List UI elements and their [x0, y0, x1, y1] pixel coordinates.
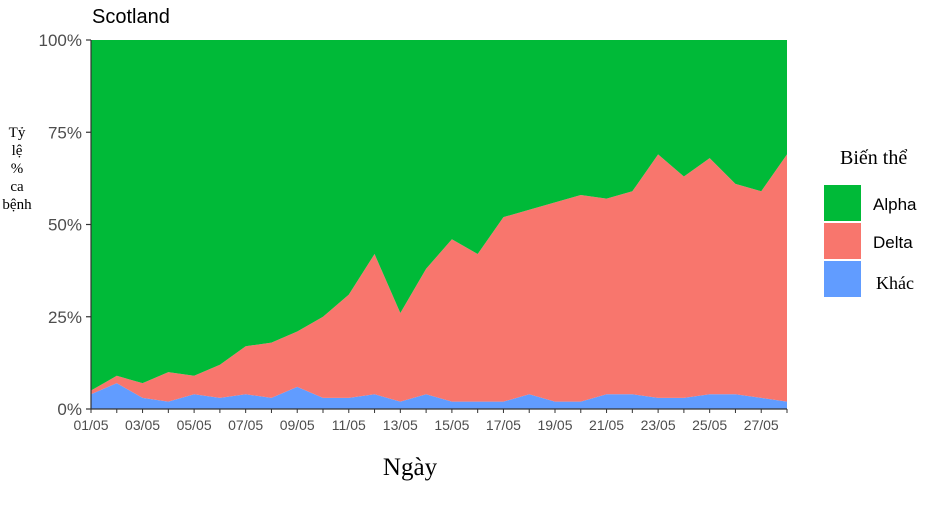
- x-tick-label: 27/05: [744, 417, 779, 433]
- y-tick-label: 75%: [48, 123, 82, 142]
- x-tick-label: 05/05: [177, 417, 212, 433]
- y-axis-label-line: Tỷ: [9, 125, 26, 141]
- x-tick-label: 09/05: [280, 417, 315, 433]
- legend-swatch-alpha: [824, 185, 861, 221]
- x-tick-label: 21/05: [589, 417, 624, 433]
- area-delta: [91, 154, 787, 402]
- x-axis-label: Ngày: [383, 454, 438, 481]
- x-axis: 01/05 03/05 05/05 07/05 09/05 11/05 13/05 15/05…: [73, 408, 788, 433]
- plot-areas: [91, 40, 787, 409]
- x-tick-label: 13/05: [383, 417, 418, 433]
- x-tick-label: 25/05: [692, 417, 727, 433]
- area-khac: [91, 383, 787, 409]
- y-tick-label: 0%: [57, 400, 82, 419]
- y-axis: 0% 25% 50% 75% 100%: [39, 31, 92, 419]
- x-tick-label: 19/05: [537, 417, 572, 433]
- x-tick-label: 03/05: [125, 417, 160, 433]
- y-axis-label-line: %: [11, 161, 24, 177]
- legend-label-alpha: Alpha: [873, 195, 917, 214]
- x-tick-label: 07/05: [228, 417, 263, 433]
- y-axis-label-line: lệ: [12, 143, 23, 159]
- legend-swatch-khac: [824, 261, 861, 297]
- chart-title: Scotland: [92, 6, 170, 28]
- legend-label-delta: Delta: [873, 233, 913, 252]
- y-tick-label: 50%: [48, 216, 82, 235]
- area-alpha: [91, 40, 787, 391]
- y-axis-label: Tỷ lệ % ca bệnh: [2, 125, 32, 213]
- x-tick-label: 17/05: [486, 417, 521, 433]
- legend-title: Biến thể: [840, 147, 907, 169]
- y-tick-label: 25%: [48, 308, 82, 327]
- x-tick-label: 11/05: [332, 417, 366, 433]
- legend: Biến thể Alpha Delta Khác: [824, 147, 917, 297]
- legend-label-khac: Khác: [876, 273, 914, 293]
- legend-swatch-delta: [824, 223, 861, 259]
- y-tick-label: 100%: [39, 31, 82, 50]
- x-tick-label: 15/05: [434, 417, 469, 433]
- y-axis-label-line: ca: [10, 179, 24, 195]
- y-axis-label-line: bệnh: [2, 197, 32, 213]
- x-tick-label: 01/05: [73, 417, 108, 433]
- x-tick-label: 23/05: [641, 417, 676, 433]
